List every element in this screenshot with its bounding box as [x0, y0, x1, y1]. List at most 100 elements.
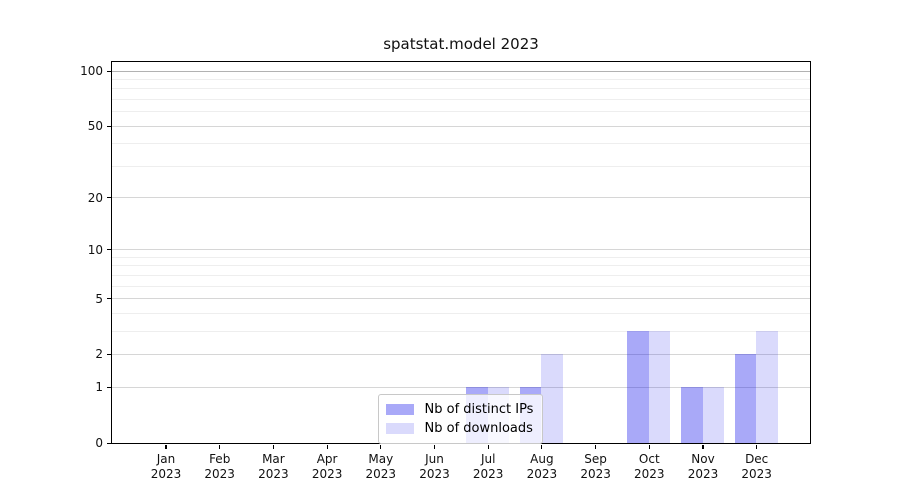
x-tick-month: Jun	[425, 452, 444, 466]
x-tick-label: Dec 2023	[729, 452, 785, 482]
x-tick-mark	[272, 444, 274, 449]
x-tick-mark	[756, 444, 758, 449]
x-tick-month: Apr	[316, 452, 338, 466]
gridline-minor	[111, 88, 810, 90]
x-tick-month: Dec	[745, 452, 769, 466]
gridline-minor	[111, 312, 810, 314]
y-tick-mark	[107, 442, 111, 444]
gridline-major	[111, 353, 810, 355]
plot-area: Nb of distinct IPs Nb of downloads	[110, 60, 811, 444]
y-tick-label: 20	[87, 190, 103, 205]
gridline-minor	[111, 265, 810, 267]
y-tick-label: 100	[80, 64, 103, 79]
x-tick-year: 2023	[365, 467, 397, 481]
bar-distinct-ips	[681, 386, 703, 443]
gridline-major	[111, 197, 810, 199]
x-tick-label: Aug 2023	[514, 452, 570, 482]
x-tick-label: Jul 2023	[460, 452, 516, 482]
bar-distinct-ips	[734, 353, 757, 443]
bar-downloads	[648, 330, 671, 443]
y-tick-mark	[107, 249, 111, 251]
x-tick-label: Jan 2023	[138, 452, 194, 482]
y-tick-mark	[107, 353, 111, 356]
gridline-minor	[111, 143, 810, 145]
y-tick-mark	[107, 298, 111, 300]
x-tick-month: Mar	[262, 452, 285, 466]
gridline-major	[111, 125, 810, 127]
y-tick-mark	[107, 197, 111, 199]
legend-swatch-icon	[385, 403, 414, 415]
x-tick-mark	[433, 444, 436, 449]
x-tick-label: Apr 2023	[299, 452, 355, 482]
x-tick-year: 2023	[580, 467, 611, 481]
x-tick-mark	[487, 444, 489, 449]
x-tick-label: Sep 2023	[568, 452, 624, 482]
gridline-minor	[111, 78, 810, 80]
x-tick-label: Jun 2023	[407, 452, 463, 482]
x-tick-year: 2023	[472, 467, 504, 481]
x-tick-year: 2023	[150, 467, 182, 481]
x-tick-month: Sep	[584, 452, 607, 466]
gridline-minor	[111, 256, 810, 258]
legend-label: Nb of downloads	[424, 420, 533, 436]
gridline-major	[111, 70, 810, 72]
x-tick-year: 2023	[526, 467, 558, 481]
bar-downloads	[756, 330, 778, 443]
x-tick-year: 2023	[687, 467, 719, 481]
gridline-minor	[111, 165, 810, 167]
x-tick-year: 2023	[741, 467, 772, 481]
legend-label: Nb of distinct IPs	[424, 401, 534, 417]
y-tick-label: 5	[95, 291, 103, 306]
legend-swatch-icon	[385, 422, 414, 434]
x-tick-mark	[165, 444, 167, 449]
gridline-minor	[111, 98, 810, 100]
x-tick-label: May 2023	[353, 452, 409, 482]
y-tick-mark	[107, 70, 111, 72]
chart-title: spatstat.model 2023	[383, 35, 539, 53]
x-tick-month: Oct	[638, 452, 660, 466]
x-tick-label: Mar 2023	[245, 452, 301, 482]
gridline-minor	[111, 274, 810, 276]
gridline-major	[111, 249, 810, 251]
y-tick-label: 2	[95, 347, 103, 362]
x-tick-year: 2023	[311, 467, 343, 481]
x-tick-mark	[595, 444, 597, 449]
x-tick-year: 2023	[419, 467, 450, 481]
gridline-major	[111, 386, 810, 388]
x-tick-month: Nov	[691, 452, 715, 466]
y-tick-label: 1	[95, 380, 103, 395]
x-tick-month: Jul	[480, 452, 496, 466]
x-tick-mark	[380, 444, 382, 449]
gridline-minor	[111, 330, 810, 332]
x-tick-month: May	[368, 452, 394, 466]
x-tick-label: Feb 2023	[192, 452, 248, 482]
bar-downloads	[541, 353, 563, 443]
x-tick-label: Nov 2023	[675, 452, 731, 482]
x-tick-mark	[648, 444, 650, 449]
x-tick-month: Feb	[209, 452, 231, 466]
x-tick-month: Jan	[156, 452, 176, 466]
x-tick-month: Aug	[530, 452, 554, 466]
x-tick-year: 2023	[204, 467, 235, 481]
x-tick-mark	[541, 444, 543, 449]
gridline-major	[111, 298, 810, 300]
x-tick-year: 2023	[634, 467, 665, 481]
bar-downloads	[702, 386, 724, 443]
legend: Nb of distinct IPs Nb of downloads	[377, 393, 544, 444]
x-tick-label: Oct 2023	[621, 452, 677, 482]
gridline-minor	[111, 285, 810, 287]
legend-row: Nb of downloads	[385, 419, 534, 438]
y-tick-mark	[107, 386, 111, 388]
bar-distinct-ips	[627, 330, 649, 443]
legend-row: Nb of distinct IPs	[385, 400, 534, 419]
y-tick-mark	[107, 125, 111, 127]
gridline-minor	[111, 111, 810, 113]
x-tick-mark	[702, 444, 704, 449]
y-tick-label: 0	[95, 436, 103, 450]
x-tick-mark	[326, 444, 328, 449]
y-tick-label: 50	[87, 119, 103, 134]
x-tick-year: 2023	[258, 467, 289, 481]
x-tick-mark	[219, 444, 221, 449]
y-tick-label: 10	[87, 242, 103, 257]
